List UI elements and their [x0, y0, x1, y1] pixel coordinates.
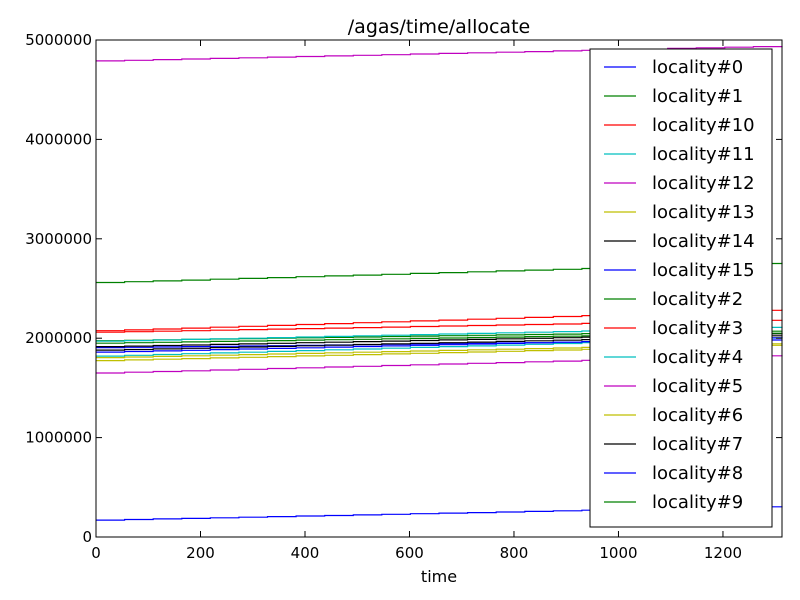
legend-label: locality#10	[652, 115, 755, 136]
x-axis-label: time	[421, 567, 457, 586]
legend-label: locality#9	[652, 492, 743, 513]
ticks-layer: 0 200 400 600 800 1000 1200 0 1000000 2000000 3000…	[25, 31, 782, 562]
chart-title: /agas/time/allocate	[348, 16, 530, 38]
y-tick-label: 1000000	[25, 429, 92, 447]
x-tick-label: 400	[291, 544, 320, 562]
legend-label: locality#4	[652, 347, 743, 368]
legend-label: locality#15	[652, 260, 755, 281]
legend-label: locality#8	[652, 463, 743, 484]
y-tick-label: 3000000	[25, 230, 92, 248]
legend-label: locality#11	[652, 144, 755, 165]
y-tick-label: 0	[82, 528, 92, 546]
legend-label: locality#14	[652, 231, 755, 252]
y-tick-label: 4000000	[25, 130, 92, 148]
legend-label: locality#3	[652, 318, 743, 339]
legend-label: locality#12	[652, 173, 755, 194]
legend: locality#0 locality#1 locality#10 locality#…	[589, 48, 773, 528]
x-tick-label: 600	[395, 544, 424, 562]
y-tick-label: 5000000	[25, 31, 92, 49]
x-tick-label: 200	[186, 544, 215, 562]
legend-label: locality#7	[652, 434, 743, 455]
legend-label: locality#6	[652, 405, 743, 426]
x-tick-label: 1000	[599, 544, 637, 562]
legend-label: locality#1	[652, 86, 743, 107]
x-tick-label: 800	[500, 544, 529, 562]
legend-label: locality#5	[652, 376, 743, 397]
x-tick-label: 0	[91, 544, 101, 562]
y-tick-label: 2000000	[25, 329, 92, 347]
legend-label: locality#2	[652, 289, 743, 310]
legend-label: locality#13	[652, 202, 755, 223]
x-tick-label: 1200	[704, 544, 742, 562]
legend-frame	[589, 48, 773, 528]
series-line-4	[96, 45, 783, 62]
legend-label: locality#0	[652, 57, 743, 78]
plot-frame	[95, 39, 783, 538]
